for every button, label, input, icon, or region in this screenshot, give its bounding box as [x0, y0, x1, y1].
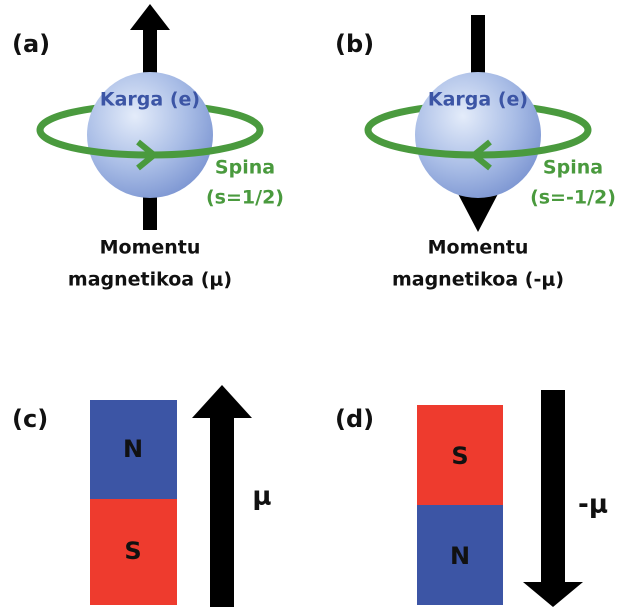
moment-label: magnetikoa (μ) [68, 269, 232, 291]
panel-c: (c) N S μ [12, 385, 272, 607]
spin-label: Spina [215, 157, 275, 179]
spin-value: (s=-1/2) [530, 187, 616, 209]
panel-b: (b) Karga (e) Spina (s=-1/2) Momentu mag… [335, 15, 616, 291]
spin-label: Spina [543, 157, 603, 179]
charge-label: Karga (e) [428, 89, 528, 111]
panel-d: (d) S N -μ [335, 390, 608, 607]
spin-direction [469, 139, 492, 171]
arrow-head [192, 385, 252, 418]
arrow-head [523, 582, 583, 607]
magnet-pole [417, 405, 503, 505]
spin-direction [136, 139, 159, 171]
moment-label: -μ [578, 490, 608, 520]
magnet-pole [90, 499, 177, 605]
arrow-head [130, 4, 170, 30]
panel-a: (a) Karga (e) Spina (s=1/2) Momentu magn… [12, 4, 284, 291]
pole-label: N [450, 542, 470, 570]
spin-value: (s=1/2) [206, 187, 284, 209]
moment-label: μ [252, 482, 271, 512]
charge-sphere [415, 72, 541, 198]
moment-label: Momentu [428, 237, 529, 259]
moment-label: magnetikoa (-μ) [392, 269, 564, 291]
moment-label: Momentu [100, 237, 201, 259]
magnet-pole [417, 505, 503, 605]
charge-sphere [87, 72, 213, 198]
panel-label: (c) [12, 405, 48, 433]
panel-label: (a) [12, 30, 50, 58]
moment-arrow [541, 390, 565, 585]
pole-label: S [451, 442, 468, 470]
pole-label: N [123, 435, 143, 463]
arrow-head [456, 190, 500, 232]
panel-label: (d) [335, 405, 374, 433]
moment-arrow [210, 415, 234, 607]
panel-label: (b) [335, 30, 374, 58]
pole-label: S [124, 537, 141, 565]
magnet-pole [90, 400, 177, 499]
charge-label: Karga (e) [100, 89, 200, 111]
